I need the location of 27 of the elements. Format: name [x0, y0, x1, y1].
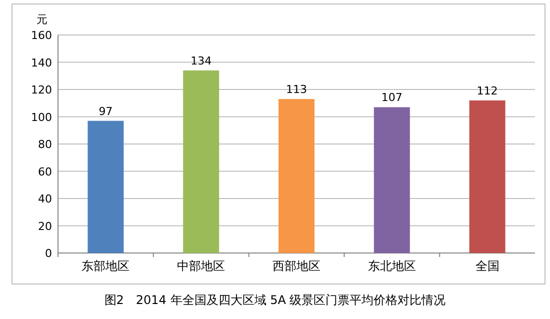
y-tick-label: 100	[31, 110, 52, 124]
y-tick-label: 160	[31, 29, 52, 42]
y-tick-label: 120	[31, 84, 52, 96]
data-label: 134	[190, 54, 212, 68]
x-tick-label: 东北地区	[368, 259, 416, 273]
data-label: 113	[286, 83, 307, 96]
data-label: 107	[381, 91, 402, 104]
y-tick-label: 80	[38, 138, 52, 151]
y-tick-label: 20	[38, 220, 52, 233]
bar	[278, 99, 314, 253]
bar	[183, 70, 220, 253]
data-label: 112	[476, 84, 498, 98]
x-tick-label: 西部地区	[272, 259, 320, 273]
bar	[88, 120, 124, 253]
bar	[469, 100, 506, 253]
y-tick-label: 40	[38, 192, 52, 206]
y-tick-label: 140	[31, 56, 52, 70]
bar	[374, 107, 410, 253]
x-tick-label: 全国	[475, 259, 500, 273]
y-tick-label: 60	[38, 165, 52, 178]
y-axis-title: 元	[36, 13, 48, 26]
text: 图2 2014 年全国及四大区域 5A 级景区门票平均价格对比情况	[104, 293, 446, 307]
y-tick-label: 0	[45, 247, 52, 260]
x-tick-label: 中部地区	[177, 259, 226, 273]
x-tick-label: 东部地区	[82, 259, 130, 273]
data-label: 97	[98, 104, 113, 118]
plot: 0 20 40 60 80 100 120 140 160 元 97 东部地区 134 中部地区 113 西部地区 107 东北地区 112 全国	[31, 13, 536, 273]
